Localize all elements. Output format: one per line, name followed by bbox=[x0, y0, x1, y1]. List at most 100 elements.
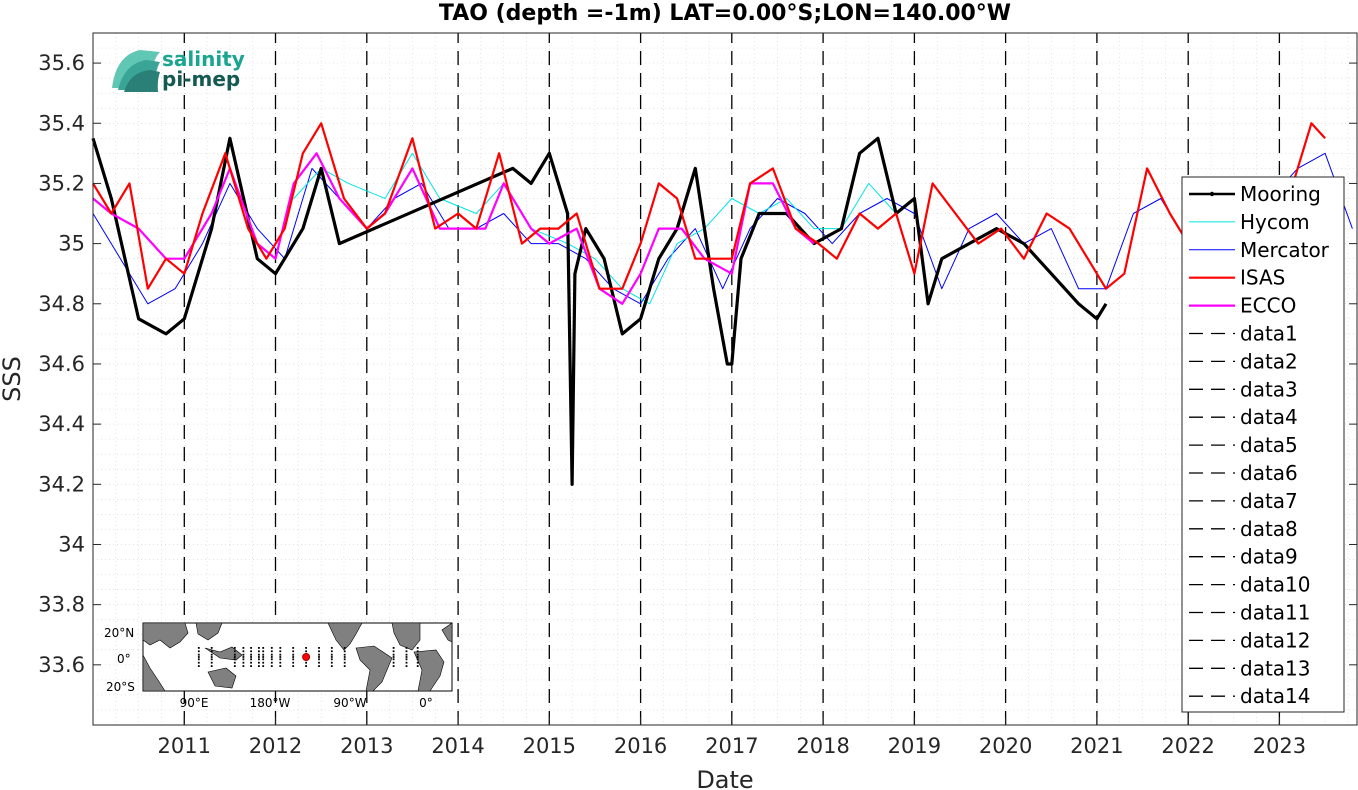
map-mooring-dot bbox=[233, 650, 236, 653]
selected-mooring-marker bbox=[302, 653, 311, 661]
map-lat-label-20s: 20°S bbox=[106, 680, 135, 694]
salinity-pimep-logo: salinity pi-mep bbox=[112, 47, 245, 92]
x-tick-label: 2022 bbox=[1161, 734, 1214, 758]
map-mooring-dot bbox=[405, 647, 408, 649]
map-mooring-dot bbox=[292, 656, 295, 658]
map-mooring-dot bbox=[405, 665, 408, 667]
plot-frame bbox=[92, 32, 1358, 726]
map-mooring-dot bbox=[343, 647, 346, 649]
x-tick-label: 2011 bbox=[158, 734, 211, 758]
legend-label-data10: data10 bbox=[1240, 573, 1311, 597]
map-mooring-dot bbox=[242, 653, 245, 656]
map-mooring-dot bbox=[343, 658, 346, 661]
y-tick-label: 34.8 bbox=[38, 292, 85, 316]
x-axis-ticks: 2011 2012 2013 2014 2015 2016 2017 2018 2019 2020… bbox=[158, 717, 1306, 758]
legend-label-data11: data11 bbox=[1240, 601, 1311, 625]
map-mooring-dot bbox=[233, 665, 236, 667]
legend-label-data1: data1 bbox=[1240, 322, 1298, 346]
x-tick-label: 2023 bbox=[1253, 734, 1306, 758]
legend-label-isas: ISAS bbox=[1240, 266, 1285, 290]
chart-title: TAO (depth =-1m) LAT=0.00°S;LON=140.00°W bbox=[439, 1, 1011, 26]
map-mooring-dot bbox=[392, 653, 395, 656]
series-lines bbox=[91, 122, 1353, 486]
series-line-mercator bbox=[92, 152, 1353, 305]
map-mooring-dot bbox=[250, 658, 252, 661]
map-mooring-dot bbox=[242, 665, 245, 667]
map-mooring-dot bbox=[343, 653, 346, 656]
map-mooring-dot bbox=[210, 661, 213, 664]
map-mooring-dot bbox=[197, 665, 200, 667]
legend-label-data7: data7 bbox=[1240, 489, 1298, 513]
map-mooring-dot bbox=[250, 665, 252, 667]
map-mooring-dot bbox=[330, 653, 333, 656]
map-mooring-dot bbox=[392, 665, 395, 667]
map-mooring-dot bbox=[233, 647, 236, 649]
map-mooring-dot bbox=[279, 647, 282, 649]
map-mooring-dot bbox=[242, 647, 245, 649]
inset-map-mooring-array bbox=[197, 647, 419, 667]
map-mooring-dot bbox=[279, 665, 282, 667]
map-mooring-dot bbox=[405, 653, 408, 656]
y-tick-label: 35.2 bbox=[38, 171, 85, 195]
map-mooring-dot bbox=[416, 653, 419, 656]
map-lat-label-20n: 20°N bbox=[104, 626, 134, 640]
y-tick-label: 34.4 bbox=[38, 412, 85, 436]
map-mooring-dot bbox=[233, 656, 236, 658]
map-mooring-dot bbox=[210, 665, 213, 667]
map-mooring-dot bbox=[392, 658, 395, 661]
map-mooring-dot bbox=[292, 658, 295, 661]
y-tick-label: 34.6 bbox=[38, 352, 85, 376]
legend-label-data12: data12 bbox=[1240, 628, 1311, 652]
x-tick-label: 2021 bbox=[1070, 734, 1123, 758]
map-mooring-dot bbox=[305, 665, 307, 667]
legend-label-data5: data5 bbox=[1240, 433, 1298, 457]
legend-label-data9: data9 bbox=[1240, 545, 1298, 569]
map-mooring-dot bbox=[330, 656, 333, 658]
y-axis-label: SSS bbox=[0, 356, 26, 402]
map-mooring-dot bbox=[210, 656, 213, 658]
legend: Mooring Hycom Mercator ISAS ECCO data1 data2 da… bbox=[1181, 176, 1345, 713]
map-mooring-dot bbox=[250, 650, 252, 653]
y-tick-label: 35.6 bbox=[38, 51, 85, 75]
map-mooring-dot bbox=[197, 658, 200, 661]
map-mooring-dot bbox=[343, 656, 346, 658]
map-mooring-dot bbox=[258, 665, 260, 667]
logo-text-salinity: salinity bbox=[162, 47, 245, 71]
legend-label-mooring: Mooring bbox=[1240, 182, 1321, 206]
vertical-year-lines bbox=[183, 33, 1281, 725]
map-mooring-dot bbox=[405, 661, 408, 664]
map-mooring-dot bbox=[258, 653, 260, 656]
map-mooring-dot bbox=[197, 647, 200, 649]
map-mooring-dot bbox=[330, 647, 333, 649]
map-mooring-dot bbox=[270, 661, 273, 664]
inset-map: 20°N 0° 20°S 90°E 180°W 90°W 0° bbox=[104, 622, 453, 710]
legend-label-data6: data6 bbox=[1240, 461, 1298, 485]
map-mooring-dot bbox=[210, 658, 213, 661]
map-mooring-dot bbox=[279, 650, 282, 653]
map-mooring-dot bbox=[305, 650, 307, 653]
map-mooring-dot bbox=[318, 653, 320, 656]
x-axis-label: Date bbox=[696, 766, 753, 790]
map-mooring-dot bbox=[416, 665, 419, 667]
map-mooring-dot bbox=[343, 661, 346, 664]
map-mooring-dot bbox=[279, 656, 282, 658]
map-mooring-dot bbox=[258, 658, 260, 661]
legend-label-data14: data14 bbox=[1240, 684, 1311, 708]
map-mooring-dot bbox=[416, 656, 419, 658]
map-lat-label-0: 0° bbox=[117, 652, 131, 666]
map-mooring-dot bbox=[392, 656, 395, 658]
x-tick-label: 2017 bbox=[705, 734, 758, 758]
y-tick-label: 34.2 bbox=[38, 472, 85, 496]
map-mooring-dot bbox=[318, 658, 320, 661]
x-tick-label: 2019 bbox=[888, 734, 941, 758]
x-tick-label: 2014 bbox=[431, 734, 484, 758]
map-mooring-dot bbox=[250, 647, 252, 649]
map-mooring-dot bbox=[343, 665, 346, 667]
map-mooring-dot bbox=[279, 653, 282, 656]
y-tick-label: 33.8 bbox=[38, 593, 85, 617]
map-mooring-dot bbox=[392, 661, 395, 664]
map-mooring-dot bbox=[262, 650, 265, 653]
map-mooring-dot bbox=[330, 661, 333, 664]
series-line-ecco bbox=[92, 152, 815, 305]
